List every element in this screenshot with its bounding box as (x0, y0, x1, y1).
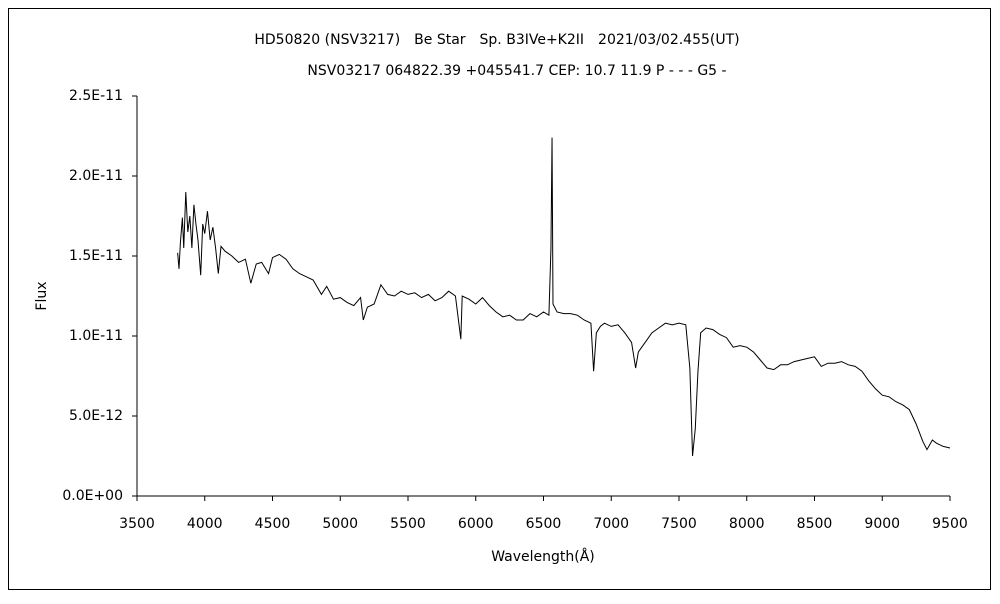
x-axis-label: Wavelength(Å) (491, 548, 595, 565)
y-tick-label: 5.0E-12 (69, 408, 123, 424)
chart-frame (8, 8, 991, 590)
spectrum-line (177, 137, 951, 457)
chart-subtitle: NSV03217 064822.39 +045541.7 CEP: 10.7 1… (307, 63, 726, 79)
x-tick-label: 8000 (729, 516, 765, 532)
y-tick-label: 1.5E-11 (69, 248, 123, 264)
x-tick-label: 4000 (187, 516, 223, 532)
x-tick-label: 5500 (390, 516, 426, 532)
x-tick-label: 7000 (593, 516, 629, 532)
x-tick-label: 4500 (255, 516, 291, 532)
y-tick-label: 2.5E-11 (69, 88, 123, 104)
y-tick-label: 2.0E-11 (69, 168, 123, 184)
chart-title: HD50820 (NSV3217) Be Star Sp. B3IVe+K2II… (254, 32, 739, 48)
x-tick-label: 7500 (661, 516, 697, 532)
x-tick-label: 5000 (322, 516, 358, 532)
x-tick-label: 9500 (932, 516, 968, 532)
y-tick-label: 0.0E+00 (62, 488, 123, 504)
x-tick-label: 9000 (864, 516, 900, 532)
x-tick-label: 6500 (526, 516, 562, 532)
y-axis-label: Flux (34, 281, 50, 310)
x-tick-label: 8500 (797, 516, 833, 532)
x-tick-label: 3500 (119, 516, 155, 532)
y-tick-label: 1.0E-11 (69, 328, 123, 344)
x-tick-label: 6000 (458, 516, 494, 532)
